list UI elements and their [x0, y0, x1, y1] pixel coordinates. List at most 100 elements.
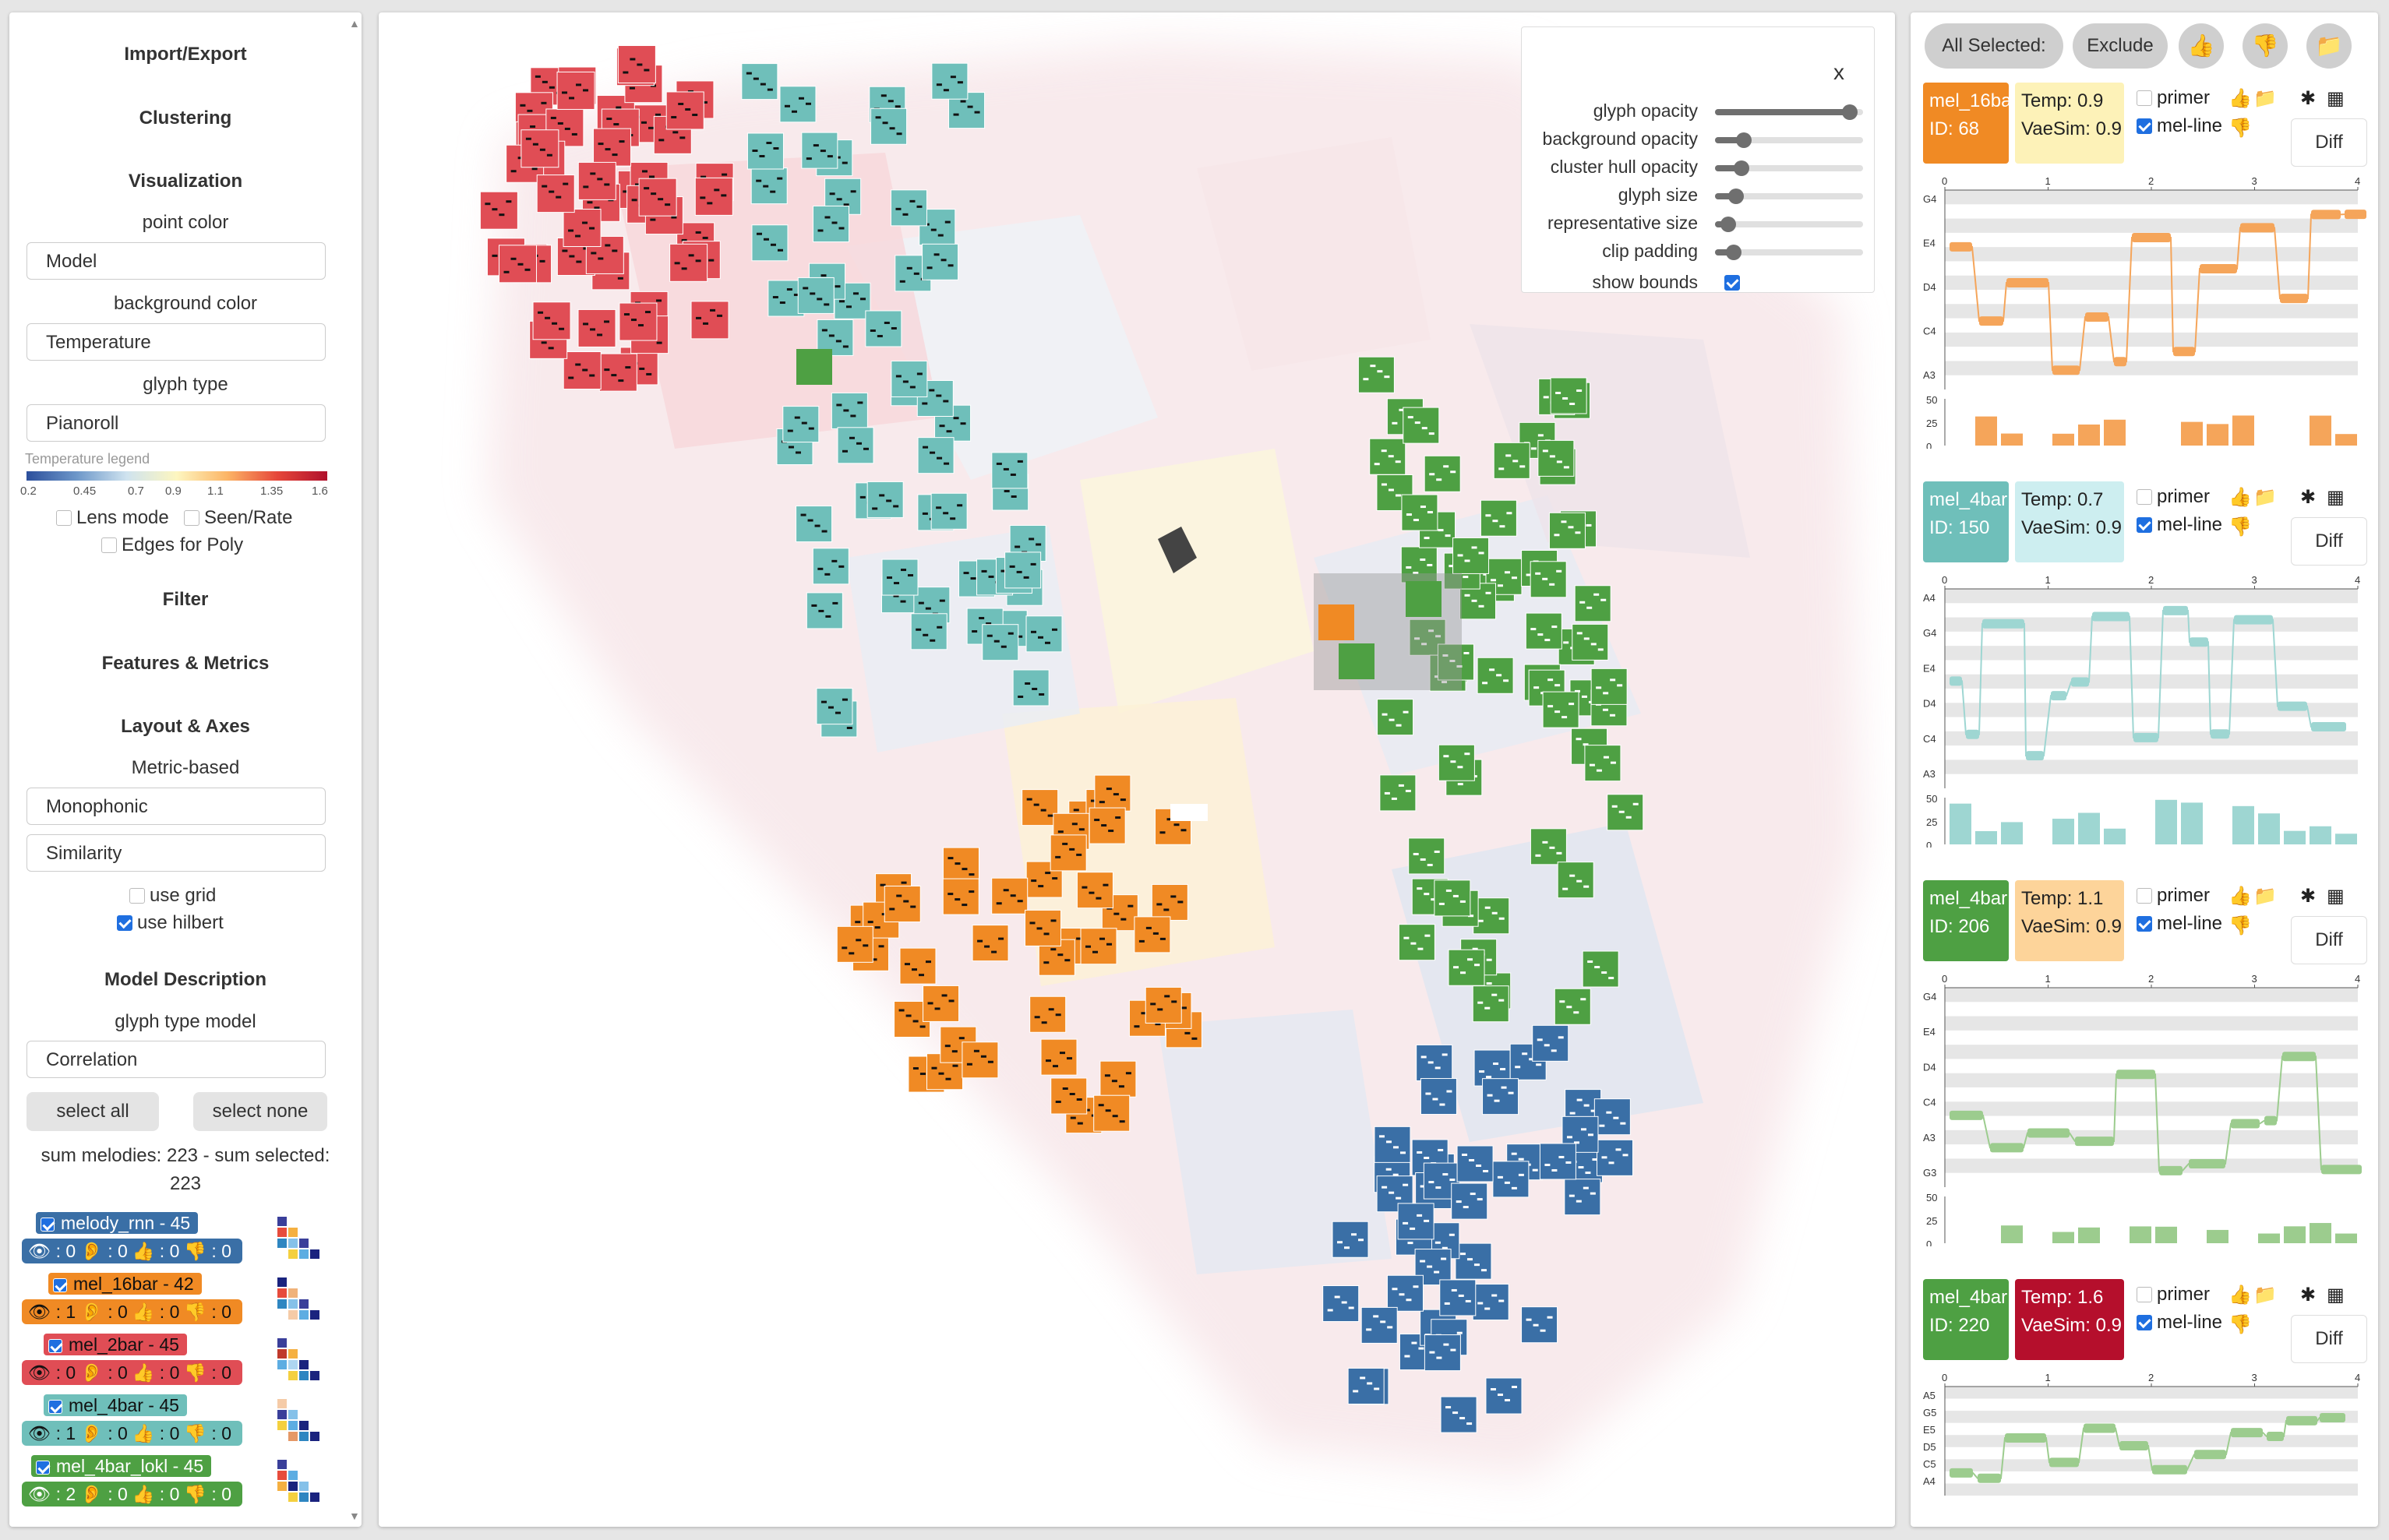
glyph-note: [1576, 1200, 1582, 1203]
section-layout-axes[interactable]: Layout & Axes: [121, 716, 250, 737]
select-all-button[interactable]: select all: [26, 1092, 159, 1131]
thumbs-down-icon[interactable]: 👎: [2228, 1314, 2252, 1335]
thumbs-up-icon[interactable]: 👍: [2228, 1285, 2252, 1306]
diff-button[interactable]: Diff: [2291, 517, 2367, 566]
thumbs-down-icon[interactable]: 👎: [2228, 118, 2252, 139]
section-import-export[interactable]: Import/Export: [124, 44, 247, 65]
mel-line-checkbox[interactable]: mel-line: [2137, 1309, 2222, 1337]
slider-handle[interactable]: [1733, 160, 1749, 176]
glyph-note: [1073, 809, 1079, 812]
melody-id-card[interactable]: mel_4bar ID: 220: [1923, 1279, 2009, 1360]
slider-track[interactable]: [1715, 132, 1863, 148]
metric-select-1[interactable]: Monophonic: [26, 788, 326, 825]
thumbs-up-icon[interactable]: 👍: [2228, 88, 2252, 109]
model-toggle-3[interactable]: mel_4bar - 45: [44, 1394, 187, 1416]
diff-button[interactable]: Diff: [2291, 118, 2367, 167]
folder-icon[interactable]: 📁: [2253, 886, 2277, 907]
mel-line-checkbox[interactable]: mel-line: [2137, 112, 2222, 140]
projection-canvas[interactable]: [379, 12, 1895, 1527]
glyph-icon[interactable]: ✱: [2300, 88, 2317, 109]
sidebar-scrollbar[interactable]: ▲ ▼: [349, 17, 360, 1522]
thumbs-up-icon[interactable]: 👍: [2228, 487, 2252, 508]
show-bounds-checkbox[interactable]: [1724, 275, 1740, 291]
glyph-note: [1420, 506, 1426, 509]
primer-checkbox[interactable]: primer: [2137, 84, 2210, 112]
thumbs-down-icon[interactable]: 👎: [2228, 516, 2252, 537]
model-toggle-1[interactable]: mel_16bar - 42: [48, 1273, 202, 1295]
exclude-button[interactable]: Exclude: [2073, 23, 2168, 69]
glyph-note: [1060, 1052, 1066, 1055]
melody-id-card[interactable]: mel_16ba ID: 68: [1923, 83, 2009, 164]
primer-checkbox[interactable]: primer: [2137, 882, 2210, 910]
thumbs-down-icon[interactable]: 👎: [2243, 23, 2288, 69]
slider-track[interactable]: [1715, 217, 1863, 232]
use-grid-checkbox[interactable]: use grid: [129, 885, 216, 907]
slider-row-3[interactable]: glyph size: [1522, 181, 1874, 210]
slider-track[interactable]: [1715, 189, 1863, 204]
slider-handle[interactable]: [1725, 245, 1741, 260]
section-clustering[interactable]: Clustering: [139, 107, 232, 129]
glyph-note: [576, 83, 582, 86]
scatter-canvas-panel[interactable]: x glyph opacity background opacity cluster…: [379, 12, 1895, 1527]
glyph-note: [1445, 534, 1451, 537]
glyph-note: [967, 105, 973, 108]
slider-row-4[interactable]: representative size: [1522, 210, 1874, 238]
model-stat-3: 👎 : 0: [184, 1484, 231, 1504]
grid-icon[interactable]: ▦: [2327, 88, 2345, 109]
grid-icon[interactable]: ▦: [2327, 886, 2345, 907]
slider-handle[interactable]: [1720, 217, 1736, 232]
slider-row-0[interactable]: glyph opacity: [1522, 97, 1874, 125]
diff-button[interactable]: Diff: [2291, 916, 2367, 964]
slider-row-1[interactable]: background opacity: [1522, 125, 1874, 153]
folder-icon[interactable]: 📁: [2253, 1285, 2277, 1306]
slider-track[interactable]: [1715, 160, 1863, 176]
melody-id-card[interactable]: mel_4bar ID: 150: [1923, 481, 2009, 562]
lens-mode-checkbox[interactable]: Lens mode: [56, 507, 169, 529]
glyph-icon[interactable]: ✱: [2300, 487, 2317, 508]
grid-icon[interactable]: ▦: [2327, 487, 2345, 508]
primer-checkbox[interactable]: primer: [2137, 483, 2210, 511]
glyph-type-model-select[interactable]: Correlation: [26, 1041, 326, 1078]
folder-icon[interactable]: 📁: [2306, 23, 2352, 69]
all-selected-button[interactable]: All Selected:: [1925, 23, 2063, 69]
model-toggle-4[interactable]: mel_4bar_lokl - 45: [31, 1455, 212, 1477]
pitch-label: G3: [1923, 1167, 1936, 1179]
mel-line-checkbox[interactable]: mel-line: [2137, 511, 2222, 539]
thumbs-up-icon[interactable]: 👍: [2228, 886, 2252, 907]
folder-icon[interactable]: 📁: [2253, 88, 2277, 109]
slider-handle[interactable]: [1728, 189, 1744, 204]
use-hilbert-checkbox[interactable]: use hilbert: [117, 912, 224, 934]
metric-select-2[interactable]: Similarity: [26, 834, 326, 872]
seen-rate-checkbox[interactable]: Seen/Rate: [184, 507, 292, 529]
thumbs-up-icon[interactable]: 👍: [2179, 23, 2224, 69]
slider-row-5[interactable]: clip padding: [1522, 238, 1874, 266]
edges-for-poly-checkbox[interactable]: Edges for Poly: [101, 534, 243, 556]
primer-checkbox[interactable]: primer: [2137, 1281, 2210, 1309]
background-color-select[interactable]: Temperature: [26, 323, 326, 361]
slider-row-2[interactable]: cluster hull opacity: [1522, 153, 1874, 181]
slider-handle[interactable]: [1842, 104, 1858, 120]
glyph-icon[interactable]: ✱: [2300, 1285, 2317, 1306]
grid-icon[interactable]: ▦: [2327, 1285, 2345, 1306]
slider-track[interactable]: [1715, 104, 1863, 120]
folder-icon[interactable]: 📁: [2253, 487, 2277, 508]
point-color-select[interactable]: Model: [26, 242, 326, 280]
section-filter[interactable]: Filter: [162, 589, 209, 610]
section-model-description[interactable]: Model Description: [104, 969, 267, 990]
section-features-metrics[interactable]: Features & Metrics: [101, 653, 270, 674]
thumbs-down-icon[interactable]: 👎: [2228, 915, 2252, 936]
glyph-note: [1057, 830, 1064, 833]
glyph-icon[interactable]: ✱: [2300, 886, 2317, 907]
glyph-type-select[interactable]: Pianoroll: [26, 404, 326, 442]
model-toggle-0[interactable]: melody_rnn - 45: [36, 1212, 199, 1234]
section-visualization[interactable]: Visualization: [128, 171, 243, 192]
close-icon[interactable]: x: [1833, 60, 1844, 84]
model-toggle-2[interactable]: mel_2bar - 45: [44, 1334, 187, 1355]
mel-line-checkbox[interactable]: mel-line: [2137, 910, 2222, 938]
slider-track[interactable]: [1715, 245, 1863, 260]
melody-id-card[interactable]: mel_4bar ID: 206: [1923, 880, 2009, 961]
show-bounds-row[interactable]: show bounds: [1522, 269, 1874, 297]
diff-button[interactable]: Diff: [2291, 1315, 2367, 1363]
select-none-button[interactable]: select none: [193, 1092, 327, 1131]
slider-handle[interactable]: [1736, 132, 1752, 148]
